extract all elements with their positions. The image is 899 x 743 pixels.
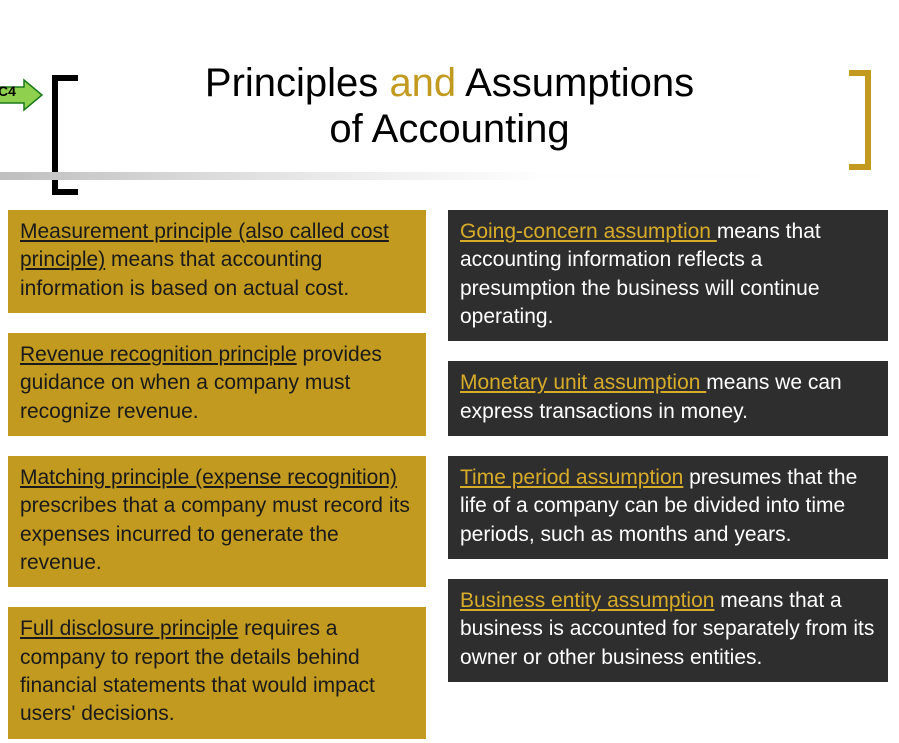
term: Time period assumption: [460, 466, 683, 489]
page-title: Principles and Assumptions of Accounting: [0, 60, 899, 152]
content-columns: Measurement principle (also called cost …: [8, 210, 899, 739]
card-monetary-unit: Monetary unit assumption means we can ex…: [448, 361, 888, 436]
card-going-concern: Going-concern assumption means that acco…: [448, 210, 888, 341]
title-part2: Assumptions: [465, 61, 694, 105]
card-matching-principle: Matching principle (expense recognition)…: [8, 456, 426, 587]
title-part1: Principles: [205, 61, 378, 105]
term: Matching principle (expense recognition): [20, 466, 397, 489]
divider: [0, 172, 899, 180]
card-time-period: Time period assumption presumes that the…: [448, 456, 888, 559]
term: Revenue recognition principle: [20, 343, 297, 366]
term: Full disclosure principle: [20, 617, 238, 640]
left-column: Measurement principle (also called cost …: [8, 210, 426, 739]
card-measurement-principle: Measurement principle (also called cost …: [8, 210, 426, 313]
card-business-entity: Business entity assumption means that a …: [448, 579, 888, 682]
rest: prescribes that a company must record it…: [20, 494, 410, 574]
card-revenue-recognition: Revenue recognition principle provides g…: [8, 333, 426, 436]
right-column: Going-concern assumption means that acco…: [448, 210, 888, 739]
term: Business entity assumption: [460, 589, 714, 612]
title-line2: of Accounting: [329, 107, 569, 151]
title-and: and: [389, 61, 456, 105]
card-full-disclosure: Full disclosure principle requires a com…: [8, 607, 426, 738]
term: Monetary unit assumption: [460, 371, 706, 394]
term: Going-concern assumption: [460, 220, 717, 243]
